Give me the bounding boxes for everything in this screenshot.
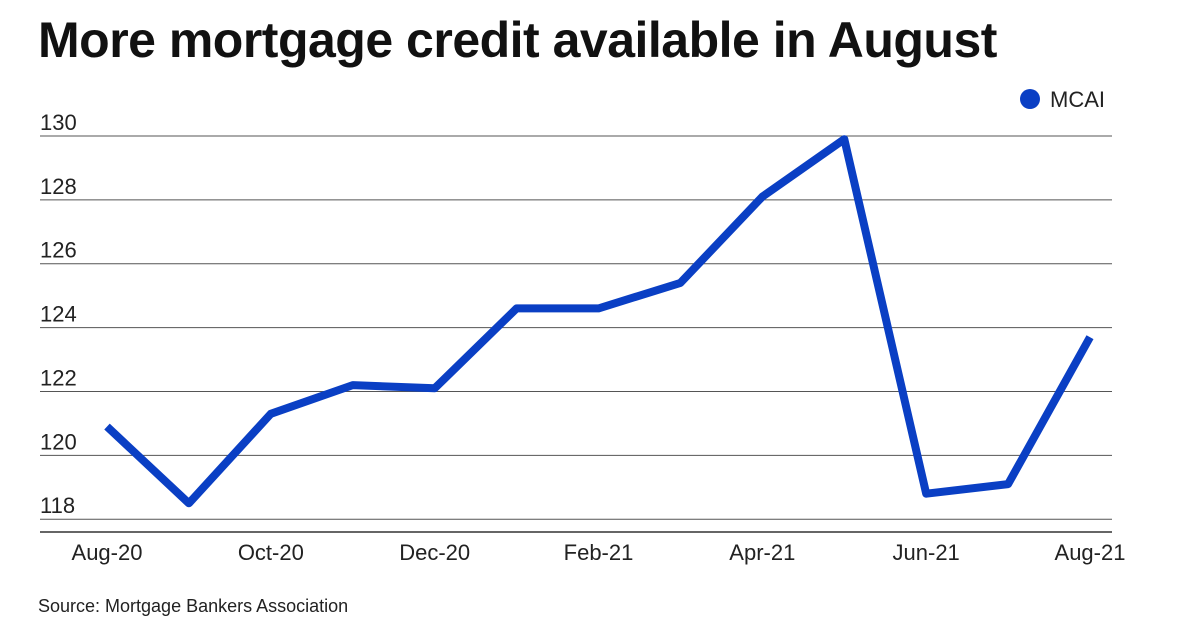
- legend: MCAI: [1020, 87, 1105, 112]
- series-layer: [104, 135, 1094, 508]
- x-tick-label-aug-20: Aug-20: [72, 540, 143, 565]
- y-tick-label-120: 120: [40, 429, 77, 454]
- y-tick-label-126: 126: [40, 238, 77, 263]
- x-tick-label-jun-21: Jun-21: [893, 540, 960, 565]
- y-tick-label-128: 128: [40, 174, 77, 199]
- y-axis-tick-labels: 118 120 122 124 126 128 130: [40, 110, 77, 518]
- y-tick-label-122: 122: [40, 365, 77, 390]
- x-tick-label-aug-21: Aug-21: [1055, 540, 1126, 565]
- legend-label-mcai: MCAI: [1050, 87, 1105, 112]
- x-axis-tick-labels: Aug-20 Oct-20 Dec-20 Feb-21 Apr-21 Jun-21 Aug-…: [72, 540, 1126, 565]
- page-title: More mortgage credit available in August: [38, 12, 997, 68]
- x-tick-label-dec-20: Dec-20: [399, 540, 470, 565]
- series-line-mcai: [104, 135, 1094, 508]
- y-tick-label-118: 118: [40, 493, 75, 518]
- source-note: Source: Mortgage Bankers Association: [38, 596, 349, 616]
- x-tick-label-oct-20: Oct-20: [238, 540, 304, 565]
- y-tick-label-124: 124: [40, 302, 77, 327]
- legend-marker-mcai: [1020, 89, 1040, 109]
- x-tick-label-apr-21: Apr-21: [729, 540, 795, 565]
- gridlines: [40, 135, 1112, 533]
- y-tick-label-130: 130: [40, 110, 77, 135]
- x-tick-label-feb-21: Feb-21: [564, 540, 634, 565]
